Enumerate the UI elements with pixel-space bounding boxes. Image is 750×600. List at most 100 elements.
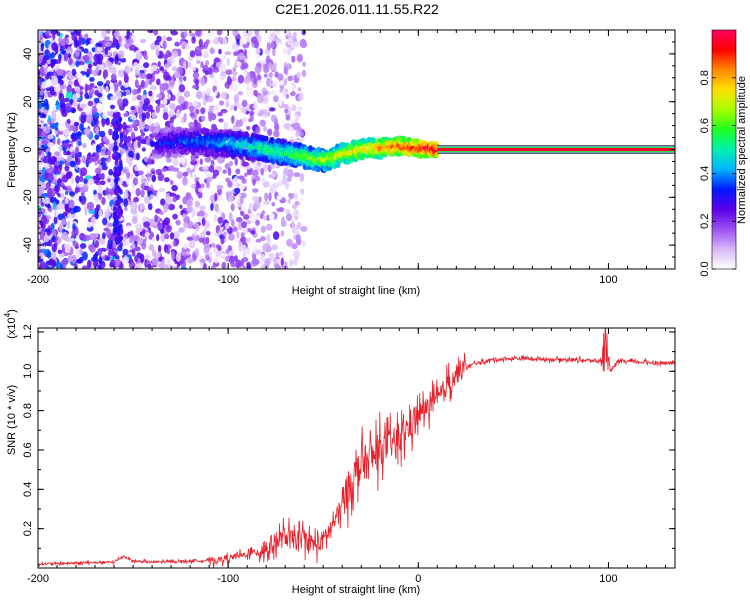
noise-point	[52, 32, 56, 40]
colorbar-tick-label: 0.8	[699, 70, 711, 85]
noise-point	[249, 92, 255, 98]
noise-point	[117, 212, 122, 219]
noise-point	[238, 221, 242, 231]
noise-point	[96, 144, 100, 150]
noise-point	[240, 232, 245, 238]
noise-point	[254, 64, 262, 74]
noise-point	[282, 47, 288, 55]
noise-point	[230, 262, 237, 268]
noise-point	[154, 214, 159, 223]
noise-point	[300, 42, 308, 47]
noise-point	[66, 85, 71, 93]
noise-point	[169, 103, 176, 111]
noise-point	[253, 169, 259, 178]
noise-point	[219, 253, 226, 258]
noise-point	[41, 208, 46, 214]
noise-point	[113, 211, 117, 218]
noise-point	[43, 98, 49, 106]
noise-point	[62, 263, 67, 269]
noise-point	[251, 196, 260, 202]
noise-point	[48, 258, 55, 267]
noise-point	[67, 80, 73, 86]
noise-point	[165, 196, 173, 205]
noise-point	[149, 218, 154, 228]
noise-point	[147, 30, 153, 34]
noise-point	[229, 37, 236, 46]
noise-point	[120, 57, 127, 63]
noise-point	[258, 35, 262, 43]
noise-point	[277, 185, 283, 194]
noise-point	[268, 120, 274, 127]
noise-point	[236, 61, 242, 67]
noise-point	[234, 237, 241, 242]
noise-point	[145, 111, 150, 119]
noise-point	[190, 183, 197, 189]
noise-point	[75, 175, 80, 184]
noise-point	[126, 30, 131, 38]
noise-point	[113, 227, 118, 234]
noise-point	[142, 94, 147, 100]
noise-point	[234, 156, 238, 166]
noise-point	[147, 203, 153, 211]
noise-point	[236, 230, 240, 239]
noise-point	[302, 61, 306, 68]
spectrogram-y-label: Frequency (Hz)	[6, 112, 18, 188]
noise-point	[281, 89, 287, 97]
noise-point	[240, 210, 245, 216]
noise-point	[52, 201, 57, 211]
noise-point	[266, 233, 271, 242]
noise-point	[225, 177, 231, 183]
noise-point	[39, 230, 46, 237]
noise-point	[249, 239, 256, 246]
noise-point	[186, 167, 191, 174]
noise-point	[157, 98, 161, 106]
noise-point	[218, 118, 224, 123]
y-tick-label: 40	[22, 48, 34, 60]
noise-point	[79, 175, 84, 183]
noise-point	[198, 210, 205, 217]
noise-point	[239, 195, 244, 205]
noise-point	[234, 187, 241, 194]
noise-point	[136, 252, 142, 259]
noise-point	[147, 263, 152, 269]
noise-point	[75, 72, 83, 78]
noise-point	[213, 77, 218, 87]
spectrogram-x-axis: -200 -100 100	[27, 30, 666, 286]
noise-point	[285, 209, 291, 215]
noise-point	[199, 205, 207, 211]
noise-point	[43, 109, 49, 115]
noise-point	[139, 121, 145, 131]
noise-point	[116, 201, 121, 208]
noise-point	[192, 84, 200, 90]
noise-point	[67, 211, 72, 220]
noise-point	[72, 170, 76, 179]
noise-point	[121, 32, 125, 39]
noise-point	[163, 217, 171, 226]
noise-point	[156, 234, 160, 242]
noise-point	[198, 237, 204, 243]
noise-point	[151, 174, 157, 183]
noise-point	[286, 238, 293, 247]
noise-point	[298, 56, 302, 61]
noise-point	[183, 31, 188, 38]
noise-point	[252, 178, 256, 186]
noise-point	[200, 77, 206, 87]
noise-point	[72, 223, 76, 231]
noise-point	[260, 168, 265, 176]
noise-point	[51, 117, 55, 124]
noise-point	[84, 206, 88, 216]
noise-point	[53, 230, 57, 237]
noise-point	[61, 142, 69, 148]
noise-point	[118, 35, 122, 45]
colorbar-ticks: 0.0 0.2 0.4 0.6 0.8	[699, 70, 736, 277]
noise-point	[80, 167, 88, 177]
noise-point	[241, 221, 247, 229]
noise-point	[109, 259, 116, 268]
noise-point	[90, 265, 95, 269]
noise-point	[155, 104, 160, 114]
noise-point	[123, 74, 129, 84]
noise-point	[203, 50, 209, 57]
noise-point	[208, 105, 215, 113]
noise-point	[271, 202, 276, 207]
noise-point	[255, 248, 262, 255]
